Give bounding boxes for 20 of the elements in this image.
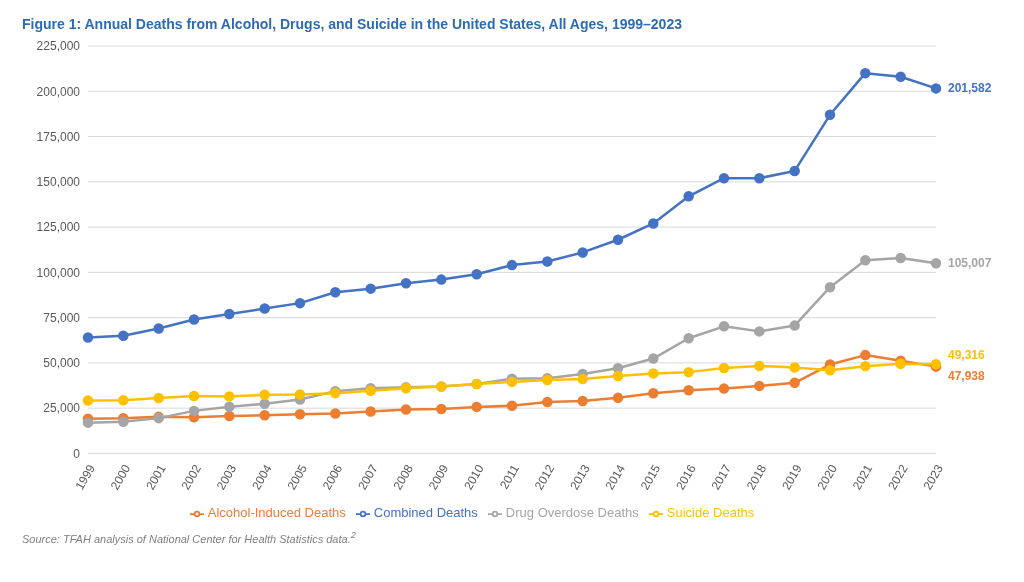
y-tick-label: 75,000 — [43, 310, 81, 325]
source-note: Source: TFAH analysis of National Center for Health Statistics data.$^{2}$ — [21, 529, 357, 547]
legend-label: Drug Overdose Deaths — [505, 505, 639, 521]
y-tick-label: 25,000 — [43, 401, 81, 416]
y-tick-label: 200,000 — [36, 84, 81, 99]
legend-label: Suicide Deaths — [666, 505, 755, 521]
y-tick-label: 50,000 — [43, 356, 81, 371]
data-label: 105,007 — [948, 256, 992, 271]
y-tick-label: 175,000 — [36, 129, 81, 144]
chart-title: Figure 1: Annual Deaths from Alcohol, Drugs, and Suicide in the United States, All Ages, 1999–2023 — [21, 15, 683, 34]
y-tick-label: 150,000 — [36, 175, 81, 190]
data-label: 201,582 — [948, 81, 992, 96]
y-tick-label: 125,000 — [36, 220, 81, 235]
data-label: 49,316 — [948, 348, 986, 363]
y-tick-label: 100,000 — [36, 265, 81, 280]
y-tick-label: 225,000 — [36, 39, 81, 54]
data-label: 47,938 — [948, 368, 986, 383]
legend-label: Alcohol-Induced Deaths — [207, 505, 346, 521]
y-tick-label: 0 — [73, 446, 81, 461]
legend-label: Combined Deaths — [373, 505, 478, 521]
